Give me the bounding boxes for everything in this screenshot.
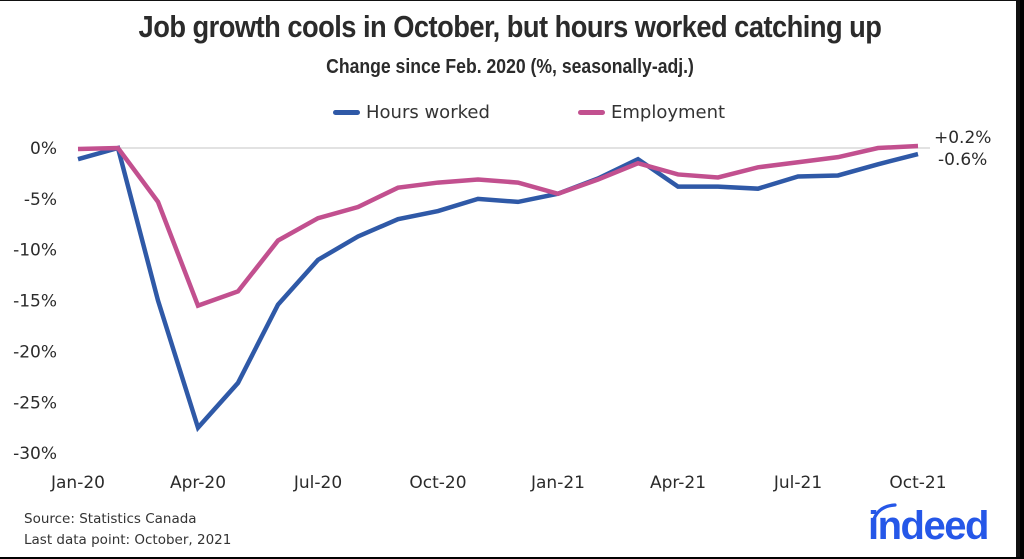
last-data-point-note: Last data point: October, 2021	[24, 532, 232, 548]
y-axis: 0% -5% -10% -15% -20% -25% -30%	[13, 139, 57, 464]
y-tick-label: 0%	[30, 139, 57, 159]
legend-item-employment: Employment	[578, 102, 725, 123]
x-axis: Jan-20 Apr-20 Jul-20 Oct-20 Jan-21 Apr-21 Jul-…	[50, 473, 947, 493]
x-tick-label: Jul-21	[773, 473, 822, 493]
data-series	[77, 143, 919, 433]
y-tick-label: -5%	[24, 190, 57, 210]
legend-swatch-employment	[578, 110, 605, 115]
x-tick-label: Oct-21	[889, 473, 946, 493]
employment-end-label: +0.2%	[934, 128, 991, 148]
legend-label-hours: Hours worked	[366, 102, 490, 123]
x-tick-label: Apr-21	[650, 473, 706, 493]
legend-swatch-hours	[333, 110, 360, 115]
indeed-logo-text: indeed	[868, 504, 989, 548]
x-tick-label: Jan-20	[50, 473, 105, 493]
y-tick-label: -20%	[13, 342, 57, 362]
chart-footer: Source: Statistics Canada Last data poin…	[24, 509, 231, 551]
x-tick-label: Jul-20	[293, 473, 342, 493]
y-tick-label: -15%	[13, 292, 57, 312]
chart-title: Job growth cools in October, but hours w…	[138, 9, 882, 44]
y-tick-label: -30%	[13, 444, 57, 464]
x-tick-label: Apr-20	[170, 473, 226, 493]
x-tick-label: Jan-21	[530, 473, 585, 493]
line-chart-plot: 0% -5% -10% -15% -20% -25% -30% Jan-20 Apr-20 Ju…	[13, 128, 991, 493]
source-note: Source: Statistics Canada	[24, 511, 197, 527]
legend-label-employment: Employment	[611, 102, 726, 123]
legend-item-hours: Hours worked	[333, 102, 490, 123]
hours-worked-line	[77, 145, 919, 433]
indeed-logo-arc-icon	[872, 503, 897, 521]
x-tick-label: Oct-20	[409, 473, 466, 493]
employment-line	[77, 143, 919, 309]
chart-subtitle: Change since Feb. 2020 (%, seasonally-ad…	[326, 56, 694, 78]
indeed-logo: indeed	[868, 501, 1013, 551]
y-tick-label: -25%	[13, 393, 57, 413]
y-tick-label: -10%	[13, 241, 57, 261]
hours-end-label: -0.6%	[938, 150, 987, 170]
chart-legend: Hours worked Employment	[0, 102, 1020, 128]
